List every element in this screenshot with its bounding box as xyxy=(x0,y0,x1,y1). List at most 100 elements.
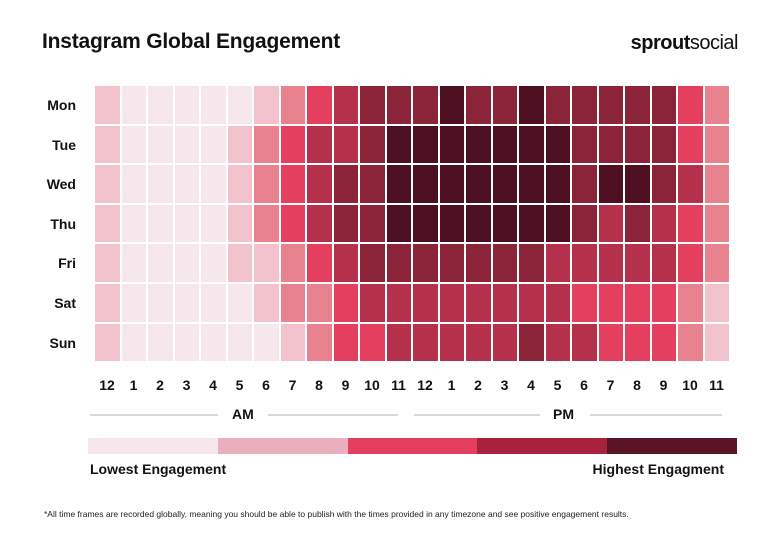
heatmap-cell xyxy=(413,284,438,322)
heatmap-cell xyxy=(227,165,252,203)
heatmap-cell xyxy=(625,323,650,362)
heatmap-cell xyxy=(572,244,597,282)
heatmap-cell xyxy=(148,125,173,164)
legend-swatch xyxy=(217,438,348,454)
am-line-left xyxy=(90,414,218,416)
column-label: 3 xyxy=(500,377,509,393)
heatmap-cell xyxy=(201,125,226,164)
heatmap-cell xyxy=(360,165,385,203)
heatmap-cell xyxy=(678,204,703,243)
heatmap-cell xyxy=(227,125,252,164)
heatmap-cell xyxy=(227,86,252,124)
am-label: AM xyxy=(232,406,254,422)
heatmap-cell xyxy=(625,165,650,203)
row-label: Sun xyxy=(49,334,76,351)
heatmap-cell xyxy=(492,204,517,243)
heatmap-cell xyxy=(651,165,676,203)
heatmap-cell xyxy=(413,125,438,164)
heatmap-cell xyxy=(598,86,623,124)
heatmap-cell xyxy=(413,244,438,282)
heatmap-cell xyxy=(254,323,279,362)
column-label: 11 xyxy=(709,377,724,393)
heatmap-cell xyxy=(572,86,597,124)
column-label: 4 xyxy=(527,377,535,393)
heatmap-cell xyxy=(280,284,305,322)
heatmap-cell xyxy=(466,125,491,164)
heatmap-cell xyxy=(704,323,729,362)
heatmap-cell xyxy=(413,165,438,203)
heatmap-cell xyxy=(386,165,411,203)
heatmap-cell xyxy=(625,125,650,164)
column-label: 9 xyxy=(659,377,668,393)
heatmap-cell xyxy=(678,284,703,322)
heatmap-cell xyxy=(572,323,597,362)
heatmap-cell xyxy=(519,323,544,362)
heatmap-cell xyxy=(466,86,491,124)
heatmap-cell xyxy=(360,244,385,282)
heatmap-cell xyxy=(95,244,120,282)
heatmap-cell xyxy=(174,125,199,164)
column-label: 1 xyxy=(447,377,456,393)
column-label: 6 xyxy=(262,377,270,393)
heatmap-cell xyxy=(121,204,146,243)
heatmap-cell xyxy=(545,323,570,362)
heatmap-cell xyxy=(625,204,650,243)
heatmap-cell xyxy=(598,284,623,322)
legend-swatch xyxy=(607,438,737,454)
heatmap-cell xyxy=(492,284,517,322)
heatmap-cell xyxy=(413,323,438,362)
heatmap-cell xyxy=(254,86,279,124)
heatmap-cell xyxy=(307,284,332,322)
heatmap-cell xyxy=(545,244,570,282)
heatmap-cell xyxy=(307,323,332,362)
heatmap-cell xyxy=(280,125,305,164)
heatmap-cell xyxy=(704,284,729,322)
heatmap-cell xyxy=(572,284,597,322)
heatmap-cell xyxy=(121,86,146,124)
heatmap-cell xyxy=(466,165,491,203)
heatmap-cell xyxy=(519,244,544,282)
heatmap-cell xyxy=(598,244,623,282)
column-label: 2 xyxy=(156,377,164,393)
heatmap-cell xyxy=(386,86,411,124)
pm-label: PM xyxy=(553,406,574,422)
heatmap-cell xyxy=(439,165,464,203)
heatmap-cell xyxy=(519,284,544,322)
heatmap-cell xyxy=(492,244,517,282)
heatmap-cell xyxy=(174,204,199,243)
column-label: 8 xyxy=(315,377,323,393)
heatmap-cell xyxy=(201,86,226,124)
heatmap-cell xyxy=(439,323,464,362)
heatmap-cell xyxy=(307,86,332,124)
heatmap-cell xyxy=(95,165,120,203)
column-label: 12 xyxy=(99,377,115,393)
heatmap-cell xyxy=(625,244,650,282)
heatmap-cell xyxy=(280,323,305,362)
heatmap-cell xyxy=(121,125,146,164)
column-label: 3 xyxy=(182,377,191,393)
heatmap-cell xyxy=(386,125,411,164)
heatmap-cell xyxy=(651,204,676,243)
heatmap-cell xyxy=(333,125,358,164)
am-line-right xyxy=(268,414,398,416)
heatmap-cell xyxy=(413,204,438,243)
heatmap-cell xyxy=(704,244,729,282)
heatmap-cell xyxy=(439,125,464,164)
heatmap-cell xyxy=(439,204,464,243)
heatmap-cell xyxy=(545,165,570,203)
heatmap-cell xyxy=(333,204,358,243)
heatmap-cell xyxy=(572,125,597,164)
heatmap-cell xyxy=(439,244,464,282)
heatmap-cell xyxy=(254,165,279,203)
column-label: 10 xyxy=(364,377,380,393)
pm-line-left xyxy=(414,414,540,416)
heatmap-cell xyxy=(386,323,411,362)
row-label: Mon xyxy=(47,97,76,113)
heatmap-cell xyxy=(466,204,491,243)
heatmap-cell xyxy=(651,284,676,322)
heatmap-cell xyxy=(174,284,199,322)
heatmap-cell xyxy=(227,244,252,282)
heatmap-cell xyxy=(95,204,120,243)
heatmap-cell xyxy=(307,204,332,243)
color-legend xyxy=(88,438,737,454)
